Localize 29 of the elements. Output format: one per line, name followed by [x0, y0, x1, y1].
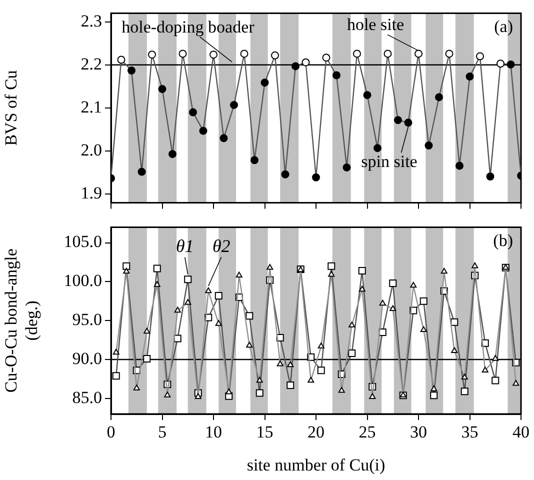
- x-tick-label: 35: [461, 422, 478, 442]
- x-tick-label: 40: [512, 422, 530, 442]
- x-tick-label: 0: [106, 422, 116, 442]
- y-tick-label: 2.1: [80, 97, 102, 116]
- y-tick-label: 100.0: [64, 271, 102, 290]
- annotation: (b): [493, 231, 513, 250]
- x-tick-label: 20: [308, 422, 324, 442]
- y-tick-label: 2.2: [80, 54, 102, 74]
- y-tick-label: 2.0: [80, 140, 102, 160]
- x-tick-label: 5: [158, 422, 166, 442]
- x-tick-label: 30: [410, 422, 427, 442]
- x-axis-title: site number of Cu(i): [246, 455, 386, 474]
- annotation: spin site: [361, 152, 418, 172]
- x-tick-label: 25: [358, 422, 376, 442]
- annotation: (a): [494, 17, 513, 36]
- series-label: θ2: [212, 236, 230, 256]
- y-tick-label: 95.0: [72, 310, 102, 330]
- y-tick-label: 1.9: [80, 184, 102, 203]
- annotation: hole site: [346, 15, 404, 34]
- series-label: θ1: [176, 236, 194, 256]
- x-tick-label: 15: [256, 422, 274, 442]
- y-axis-title: BVS of Cu: [2, 70, 21, 146]
- y-tick-label: 85.0: [72, 388, 102, 407]
- x-tick-label: 10: [205, 422, 222, 442]
- y-axis-title: Cu-O-Cu bond-angle (deg.): [2, 248, 42, 393]
- y-tick-label: 105.0: [64, 232, 102, 252]
- annotation: hole-doping boader: [122, 17, 255, 36]
- y-tick-label: 2.3: [80, 11, 102, 30]
- y-tick-label: 90.0: [72, 348, 102, 368]
